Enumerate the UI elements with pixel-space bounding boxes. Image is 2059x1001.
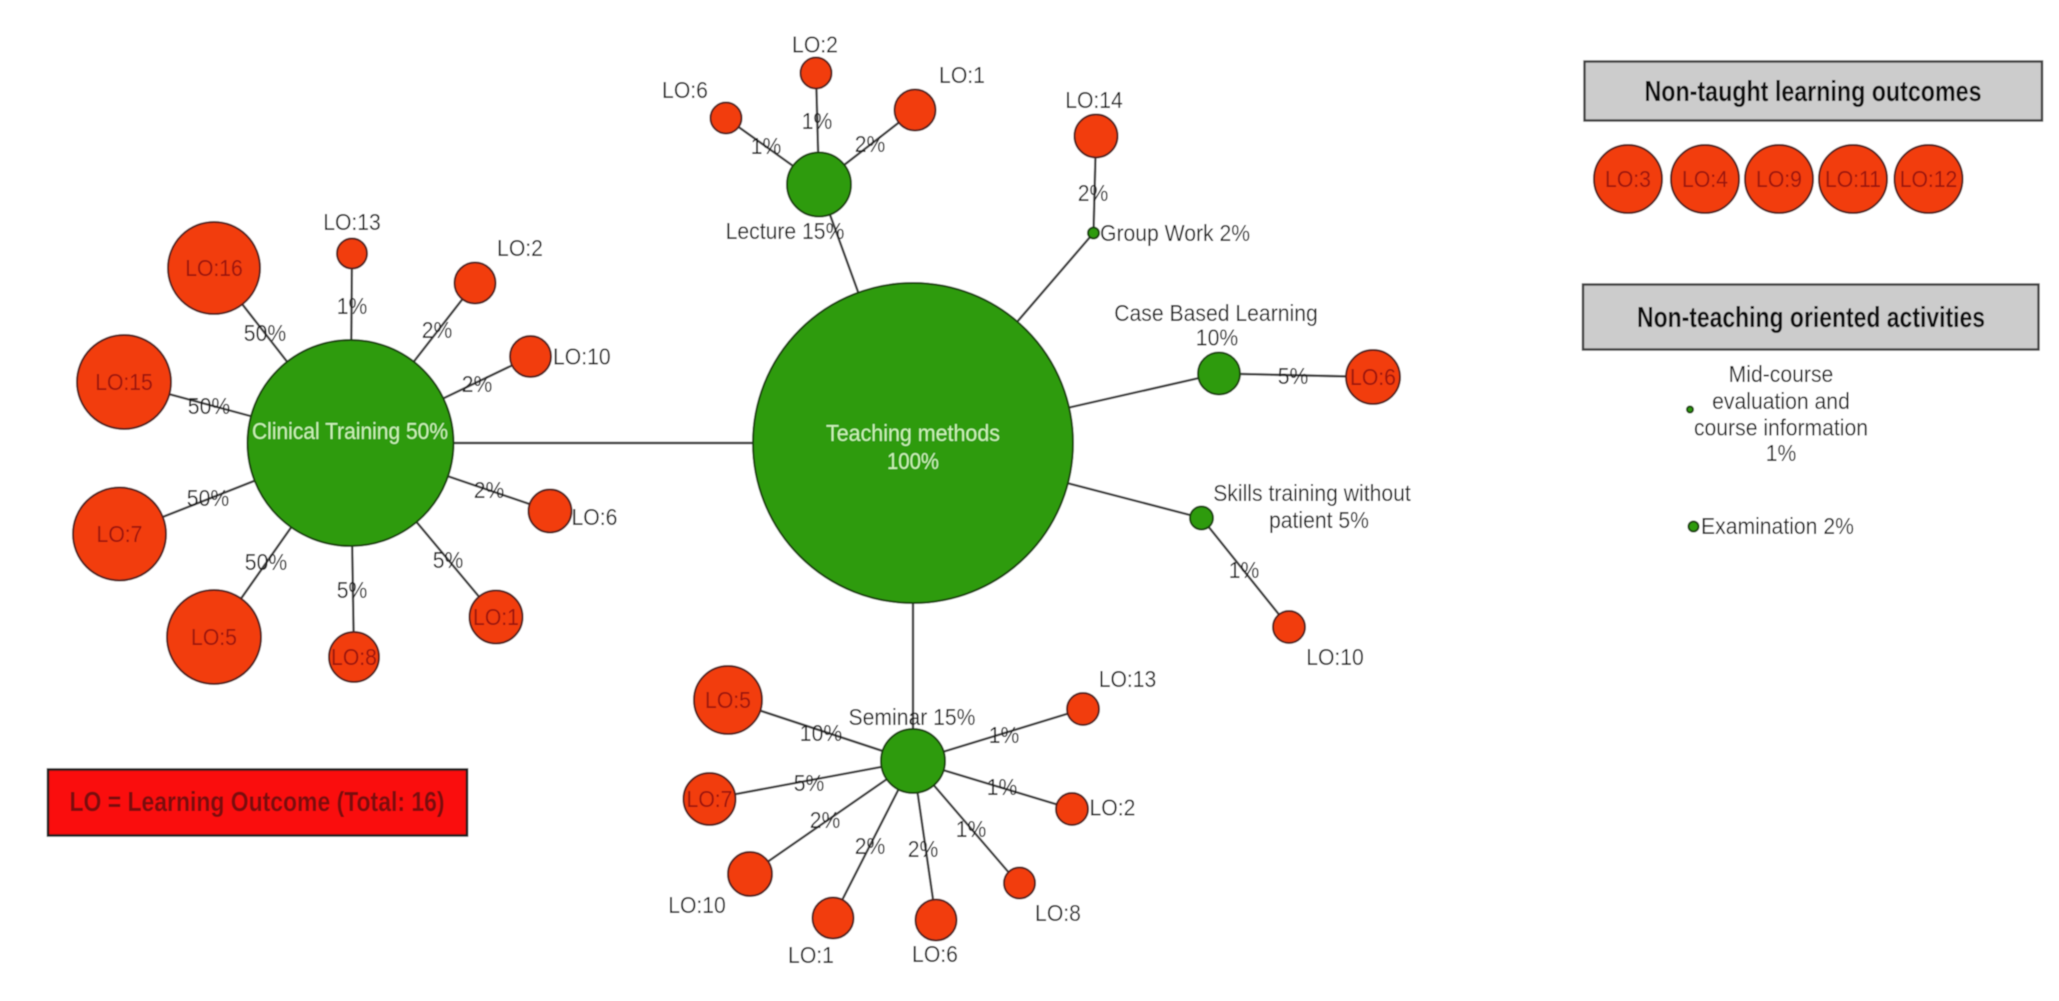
svg-text:10%: 10% — [1196, 325, 1238, 351]
svg-text:2%: 2% — [422, 317, 453, 343]
svg-text:Examination 2%: Examination 2% — [1701, 513, 1854, 539]
svg-text:2%: 2% — [908, 836, 939, 862]
svg-text:LO:6: LO:6 — [912, 941, 958, 967]
svg-text:5%: 5% — [1278, 363, 1309, 389]
svg-text:Teaching methods: Teaching methods — [826, 420, 1000, 446]
svg-text:LO:11: LO:11 — [1825, 166, 1881, 192]
svg-text:LO:13: LO:13 — [1099, 666, 1157, 692]
svg-text:LO:7: LO:7 — [687, 786, 733, 812]
svg-text:1%: 1% — [1766, 440, 1797, 466]
svg-text:LO:16: LO:16 — [185, 255, 243, 281]
svg-text:1%: 1% — [987, 774, 1018, 800]
svg-text:evaluation and: evaluation and — [1712, 388, 1850, 414]
svg-text:Clinical Training 50%: Clinical Training 50% — [252, 418, 448, 444]
svg-text:LO:8: LO:8 — [331, 644, 377, 670]
svg-text:Case Based Learning: Case Based Learning — [1114, 300, 1318, 326]
svg-text:1%: 1% — [1229, 557, 1260, 583]
svg-text:50%: 50% — [244, 320, 286, 346]
svg-text:1%: 1% — [751, 133, 782, 159]
svg-text:LO:2: LO:2 — [792, 32, 838, 58]
svg-text:LO:10: LO:10 — [553, 344, 611, 370]
svg-text:LO:10: LO:10 — [668, 892, 726, 918]
svg-text:2%: 2% — [474, 477, 505, 503]
svg-text:50%: 50% — [187, 485, 229, 511]
svg-text:1%: 1% — [802, 108, 833, 134]
svg-text:2%: 2% — [810, 807, 841, 833]
svg-text:100%: 100% — [887, 448, 939, 474]
svg-text:Non-teaching oriented activiti: Non-teaching oriented activities — [1637, 302, 1985, 334]
svg-text:50%: 50% — [245, 549, 287, 575]
svg-text:50%: 50% — [188, 393, 230, 419]
svg-text:LO:8: LO:8 — [1035, 900, 1081, 926]
svg-text:5%: 5% — [337, 577, 368, 603]
svg-text:LO:4: LO:4 — [1682, 166, 1728, 192]
svg-text:LO:6: LO:6 — [1350, 364, 1396, 390]
svg-text:2%: 2% — [855, 833, 886, 859]
svg-text:LO:1: LO:1 — [473, 604, 519, 630]
svg-text:LO:1: LO:1 — [788, 942, 834, 968]
svg-text:1%: 1% — [956, 816, 987, 842]
svg-text:course information: course information — [1694, 415, 1868, 441]
svg-text:LO:3: LO:3 — [1605, 166, 1651, 192]
svg-text:2%: 2% — [1078, 180, 1109, 206]
svg-text:10%: 10% — [800, 720, 842, 746]
svg-text:LO:9: LO:9 — [1756, 166, 1802, 192]
svg-text:Seminar 15%: Seminar 15% — [849, 704, 976, 730]
svg-text:Mid-course: Mid-course — [1729, 361, 1834, 387]
svg-text:LO:13: LO:13 — [323, 209, 381, 235]
svg-text:LO:1: LO:1 — [939, 62, 985, 88]
svg-text:LO:6: LO:6 — [662, 77, 708, 103]
svg-text:2%: 2% — [855, 131, 886, 157]
svg-text:2%: 2% — [462, 371, 493, 397]
svg-text:LO = Learning Outcome (Total:: LO = Learning Outcome (Total: 16) — [70, 786, 445, 817]
svg-text:LO:14: LO:14 — [1065, 87, 1123, 113]
svg-text:LO:2: LO:2 — [1090, 795, 1136, 821]
svg-text:LO:5: LO:5 — [191, 624, 237, 650]
svg-text:1%: 1% — [337, 293, 368, 319]
svg-text:LO:6: LO:6 — [572, 504, 618, 530]
svg-text:patient 5%: patient 5% — [1269, 507, 1369, 533]
svg-text:5%: 5% — [794, 770, 825, 796]
svg-text:Group Work 2%: Group Work 2% — [1100, 220, 1250, 246]
svg-text:LO:15: LO:15 — [95, 369, 153, 395]
svg-text:Non-taught learning outcomes: Non-taught learning outcomes — [1645, 76, 1982, 108]
svg-text:5%: 5% — [433, 547, 464, 573]
svg-text:Skills training without: Skills training without — [1213, 480, 1411, 506]
svg-text:1%: 1% — [989, 722, 1020, 748]
svg-text:LO:10: LO:10 — [1306, 644, 1364, 670]
svg-text:LO:5: LO:5 — [705, 687, 751, 713]
svg-text:LO:12: LO:12 — [1900, 166, 1958, 192]
svg-text:LO:2: LO:2 — [497, 235, 543, 261]
svg-text:Lecture 15%: Lecture 15% — [726, 218, 845, 244]
svg-text:LO:7: LO:7 — [97, 521, 143, 547]
